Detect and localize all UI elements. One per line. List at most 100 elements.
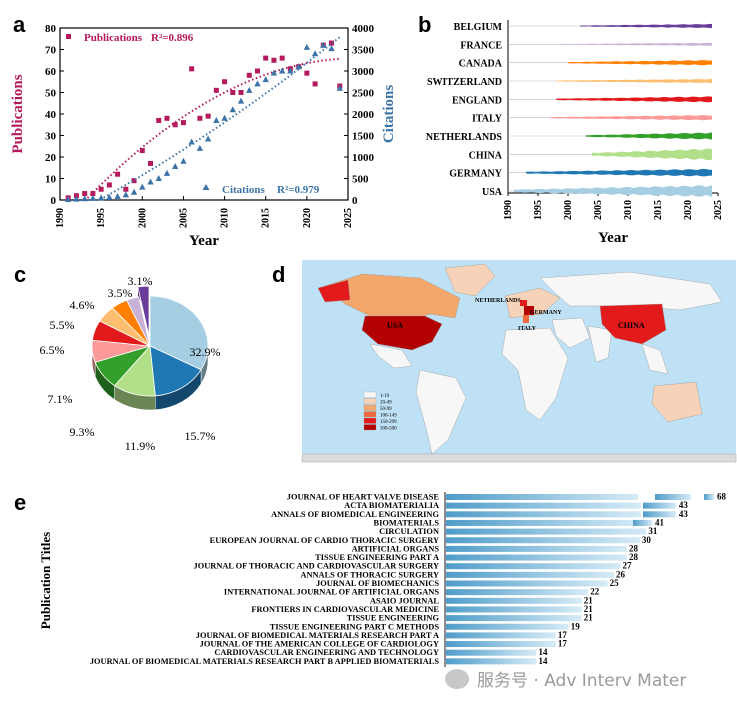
map-label-usa: USA — [387, 321, 403, 330]
legend-label: 50-99 — [380, 407, 392, 412]
y2-tick-label: 4000 — [352, 23, 375, 35]
chart-publications-citations: 1990 1995 2000 2005 2010 2015 2020 202501020304… — [10, 23, 397, 249]
value-label: 19 — [571, 621, 581, 631]
citation-point — [320, 41, 327, 48]
x-tick-label: 2010 — [623, 200, 634, 220]
x-axis-title: Year — [189, 233, 219, 249]
panel-label-d: d — [272, 262, 286, 287]
legend-marker-citations — [202, 184, 210, 190]
value-label: 21 — [584, 613, 594, 623]
citation-point — [139, 183, 146, 190]
citation-point — [213, 116, 220, 123]
slice-usa — [149, 295, 209, 371]
stream-usa — [514, 185, 712, 197]
citation-point — [172, 162, 179, 169]
panel-label-c: c — [14, 262, 27, 287]
y2-tick-label: 1500 — [352, 131, 375, 143]
stream-china — [592, 148, 712, 161]
value-label: 26 — [616, 569, 626, 579]
y-tick-label: 0 — [51, 195, 57, 207]
citation-point — [221, 114, 228, 121]
category-label: TISSUE ENGINEERING PART A — [315, 553, 439, 562]
chart-publication-titles: Publication Titles JOURNAL OF HEART VALVE… — [38, 492, 727, 667]
publication-point — [271, 57, 277, 63]
y-axis-title: Publication Titles — [38, 532, 53, 629]
citation-point — [278, 67, 286, 74]
citation-point — [89, 194, 97, 201]
value-label: 30 — [642, 535, 652, 545]
legend-label-publications: Publications — [84, 32, 143, 44]
slice-label: 15.7% — [185, 429, 216, 443]
slice-label: 7.1% — [48, 392, 73, 406]
publication-point — [172, 122, 178, 128]
citation-point — [229, 106, 236, 113]
bar — [446, 649, 537, 656]
y-tick-label: 70 — [45, 45, 57, 57]
publication-point — [254, 68, 260, 74]
category-label: EUROPEAN JOURNAL OF CARDIO THORACIC SURG… — [210, 536, 439, 545]
region-mexico — [369, 343, 413, 369]
y2-axis-title: Citations — [381, 85, 397, 144]
value-label: 17 — [558, 639, 568, 649]
map-label-germany: GERMANY — [530, 310, 562, 316]
panel-label-e: e — [14, 490, 27, 515]
publication-point — [156, 117, 162, 123]
bar — [446, 528, 647, 535]
publication-point — [98, 186, 104, 192]
citation-point — [336, 84, 343, 91]
publication-point — [263, 55, 269, 61]
category-label: JOURNAL OF HEART VALVE DISEASE — [287, 493, 440, 502]
country-label: FRANCE — [460, 40, 502, 51]
chart-country-streams: 1990 1995 2000 2005 2010 2015 2020 2025 Year BELG… — [426, 20, 724, 246]
bar — [446, 658, 537, 665]
bar — [446, 580, 608, 587]
bar — [446, 537, 640, 544]
citation-point — [246, 86, 253, 93]
x-tick-label: 2005 — [593, 200, 604, 220]
y2-tick-label: 2000 — [352, 109, 375, 121]
bar — [446, 615, 582, 622]
trend-line-citations — [68, 36, 341, 201]
bar — [446, 545, 627, 552]
publication-point — [164, 115, 170, 121]
trend-line-publications — [68, 57, 340, 201]
value-label: 25 — [610, 578, 620, 588]
publication-point — [131, 178, 137, 184]
citation-point — [254, 80, 261, 87]
citation-point — [295, 63, 302, 70]
publication-point — [197, 115, 203, 121]
watermark-text: 服务号 · Adv Interv Mater — [477, 671, 687, 691]
x-tick-label: 2015 — [653, 200, 664, 220]
bar-break — [643, 502, 676, 509]
category-label: BIOMATERIALS — [374, 518, 440, 527]
y2-tick-label: 2500 — [352, 88, 375, 100]
panel-label-b: b — [418, 12, 432, 37]
country-label: ENGLAND — [452, 95, 502, 106]
legend-label-citations: Citations — [222, 184, 266, 196]
country-label: CANADA — [459, 59, 503, 70]
legend-swatch — [363, 424, 377, 431]
y2-tick-label: 3000 — [352, 66, 375, 78]
bar — [446, 589, 589, 596]
legend-r2-citations: R²=0.979 — [277, 184, 320, 196]
region-middle-east — [551, 317, 591, 349]
x-tick-label: 2025 — [713, 200, 724, 220]
stream-france — [556, 42, 712, 46]
bar — [446, 623, 569, 630]
value-label: 17 — [558, 630, 568, 640]
x-axis-title: Year — [598, 230, 628, 246]
map-label-china: CHINA — [618, 321, 645, 330]
x-tick-label: 2015 — [261, 208, 272, 228]
value-label: 68 — [717, 492, 727, 502]
stream-belgium — [580, 23, 712, 29]
citation-point — [147, 178, 154, 185]
region-netherlands — [520, 300, 527, 306]
slice-belgium — [137, 285, 150, 337]
y2-tick-label: 0 — [352, 195, 358, 207]
value-label: 14 — [538, 656, 548, 666]
y2-tick-label: 500 — [352, 174, 369, 186]
slice-label: 9.3% — [70, 425, 95, 439]
bar-break — [643, 511, 676, 518]
citation-point — [328, 45, 335, 52]
value-label: 21 — [584, 604, 594, 614]
